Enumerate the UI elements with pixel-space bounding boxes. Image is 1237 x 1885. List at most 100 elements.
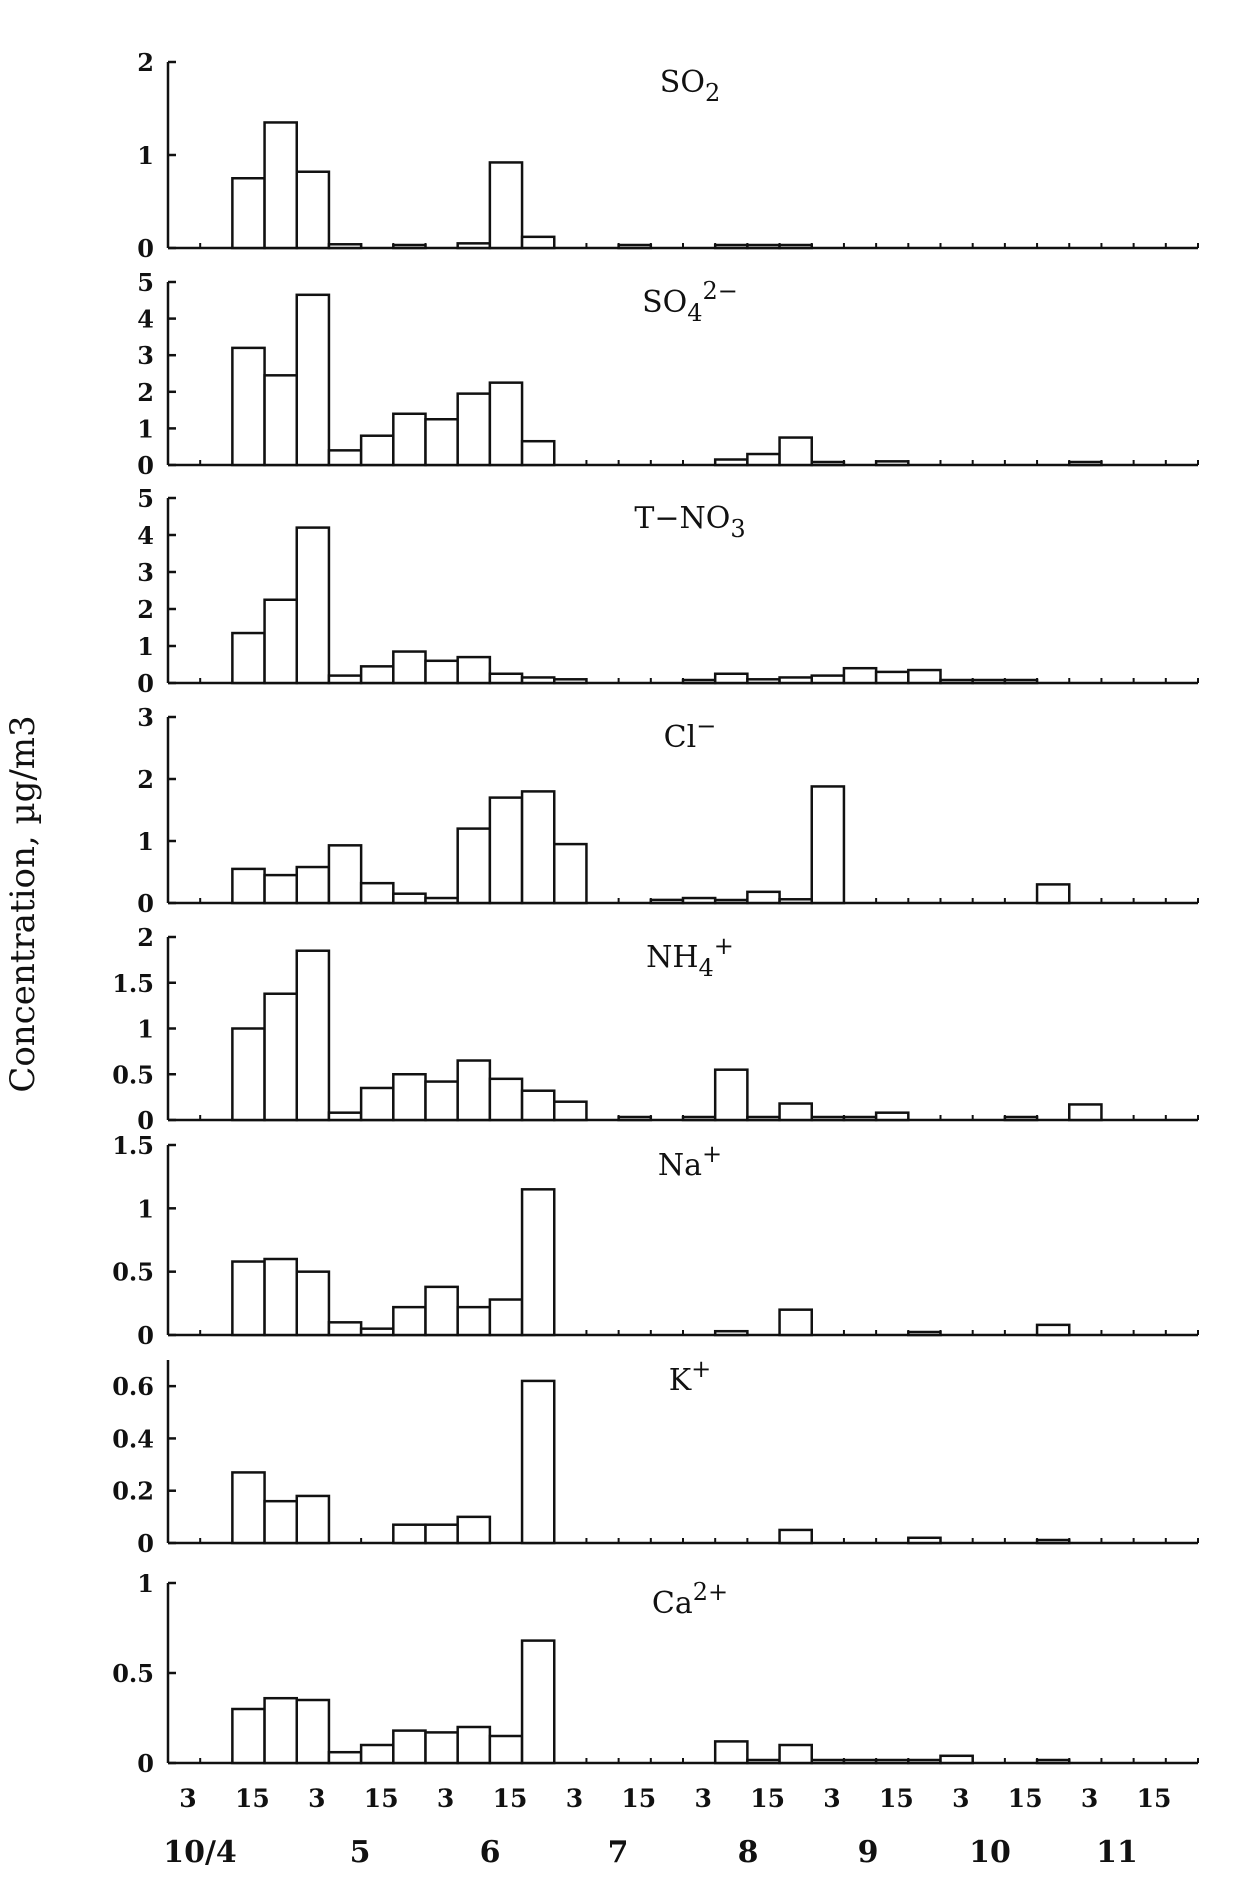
bar bbox=[295, 170, 331, 250]
x-day-label: 15 bbox=[1137, 1784, 1172, 1813]
bar bbox=[488, 1298, 524, 1337]
bar bbox=[778, 676, 813, 685]
x-day-label: 3 bbox=[308, 1784, 325, 1813]
bar bbox=[392, 243, 427, 250]
panel-title-base: SO bbox=[642, 285, 687, 320]
bar bbox=[327, 243, 363, 250]
y-tick-label: 2 bbox=[137, 48, 154, 77]
x-day-label: 3 bbox=[179, 1784, 196, 1813]
x-day-label: 15 bbox=[879, 1784, 914, 1813]
bar bbox=[649, 898, 685, 905]
bar bbox=[778, 1102, 813, 1122]
bar bbox=[778, 243, 813, 250]
x-month-label: 5 bbox=[350, 1835, 371, 1870]
bar bbox=[231, 867, 266, 905]
bar bbox=[488, 796, 524, 905]
bar bbox=[810, 674, 846, 685]
bar bbox=[1003, 678, 1039, 685]
panel-title-base: Ca bbox=[652, 1586, 693, 1621]
panel-title-base: NH bbox=[646, 940, 698, 975]
panel-title: T−NO3 bbox=[634, 501, 745, 543]
bar bbox=[456, 392, 492, 467]
bar bbox=[1035, 1538, 1071, 1545]
bar bbox=[392, 1073, 427, 1122]
bar bbox=[359, 1327, 395, 1337]
bar bbox=[520, 1089, 556, 1122]
x-axis-labels: 3 15 3 15 3 15 3 15 3 15 3 15 3 15 3 15 10/4 5 6 7 8 9 10 11 bbox=[163, 1784, 1171, 1870]
panel-title-sub: 4 bbox=[687, 299, 702, 327]
y-tick-label: 0.4 bbox=[112, 1424, 154, 1453]
bar bbox=[681, 1115, 717, 1122]
bar bbox=[520, 1188, 556, 1337]
bar bbox=[327, 674, 363, 685]
bar bbox=[424, 1080, 459, 1122]
x-day-label: 3 bbox=[566, 1784, 583, 1813]
bar bbox=[810, 460, 846, 467]
bar bbox=[681, 678, 717, 685]
y-tick-label: 3 bbox=[137, 558, 154, 587]
bar bbox=[520, 439, 556, 467]
y-tick-label: 0 bbox=[137, 889, 154, 918]
bar bbox=[392, 1729, 427, 1765]
bar bbox=[810, 1758, 846, 1765]
bar bbox=[424, 659, 459, 685]
bar bbox=[359, 1743, 395, 1765]
panel-4: 0 0.5 1 1.5 2 NH4+ bbox=[112, 923, 1199, 1135]
y-tick-label: 1 bbox=[137, 141, 154, 170]
x-month-label: 6 bbox=[480, 1835, 501, 1870]
panel-title-sup: 2+ bbox=[693, 1578, 728, 1606]
panel-title-sup: − bbox=[696, 712, 716, 740]
y-tick-label: 3 bbox=[137, 703, 154, 732]
y-tick-label: 0 bbox=[137, 234, 154, 263]
y-tick-label: 0.5 bbox=[112, 1258, 154, 1287]
panel-title: Cl− bbox=[664, 712, 717, 755]
y-tick-label: 1 bbox=[137, 414, 154, 443]
bar bbox=[874, 670, 910, 685]
y-tick-label: 1 bbox=[137, 1194, 154, 1223]
bar bbox=[456, 1059, 492, 1122]
panel-title: SO42− bbox=[642, 277, 738, 327]
bar bbox=[553, 1100, 588, 1122]
bar bbox=[713, 1740, 749, 1765]
bar bbox=[1003, 1115, 1039, 1122]
y-tick-label: 3 bbox=[137, 341, 154, 370]
bar bbox=[456, 1725, 492, 1765]
bar bbox=[295, 1494, 331, 1545]
bar bbox=[295, 1270, 331, 1337]
bar bbox=[971, 678, 1007, 685]
bar bbox=[520, 1379, 556, 1545]
bar bbox=[424, 1523, 459, 1545]
bar bbox=[295, 865, 331, 905]
y-tick-label: 2 bbox=[137, 923, 154, 952]
x-day-label: 3 bbox=[823, 1784, 840, 1813]
x-day-label: 3 bbox=[952, 1784, 969, 1813]
bar bbox=[778, 436, 813, 467]
panel-6: 0 0.2 0.4 0.6 K+ bbox=[112, 1355, 1199, 1558]
panel-title: K+ bbox=[669, 1355, 712, 1398]
panel-5: 0 0.5 1 1.5 Na+ bbox=[112, 1131, 1199, 1350]
panel-title-base: K bbox=[669, 1363, 692, 1398]
x-month-label: 9 bbox=[858, 1835, 879, 1870]
bar bbox=[456, 242, 492, 250]
bar bbox=[713, 898, 749, 905]
bar bbox=[713, 458, 749, 467]
bar bbox=[359, 665, 395, 685]
bar bbox=[746, 890, 781, 905]
y-tick-label: 0 bbox=[137, 451, 154, 480]
bar bbox=[842, 666, 878, 685]
bar bbox=[713, 243, 749, 250]
bar bbox=[617, 1115, 653, 1122]
bar bbox=[488, 161, 524, 250]
panel-title-sub: 2 bbox=[705, 79, 720, 107]
bar bbox=[1068, 1103, 1103, 1122]
y-tick-label: 1 bbox=[137, 1569, 154, 1598]
panel-title-sub: 4 bbox=[699, 954, 714, 982]
y-tick-label: 0.6 bbox=[112, 1372, 154, 1401]
bar bbox=[263, 1696, 298, 1765]
bar bbox=[778, 1308, 813, 1337]
y-tick-label: 4 bbox=[137, 305, 154, 334]
bar bbox=[874, 1758, 910, 1765]
panel-title-sup: 2− bbox=[703, 277, 738, 305]
bar bbox=[553, 678, 588, 685]
panel-title: Ca2+ bbox=[652, 1578, 728, 1621]
